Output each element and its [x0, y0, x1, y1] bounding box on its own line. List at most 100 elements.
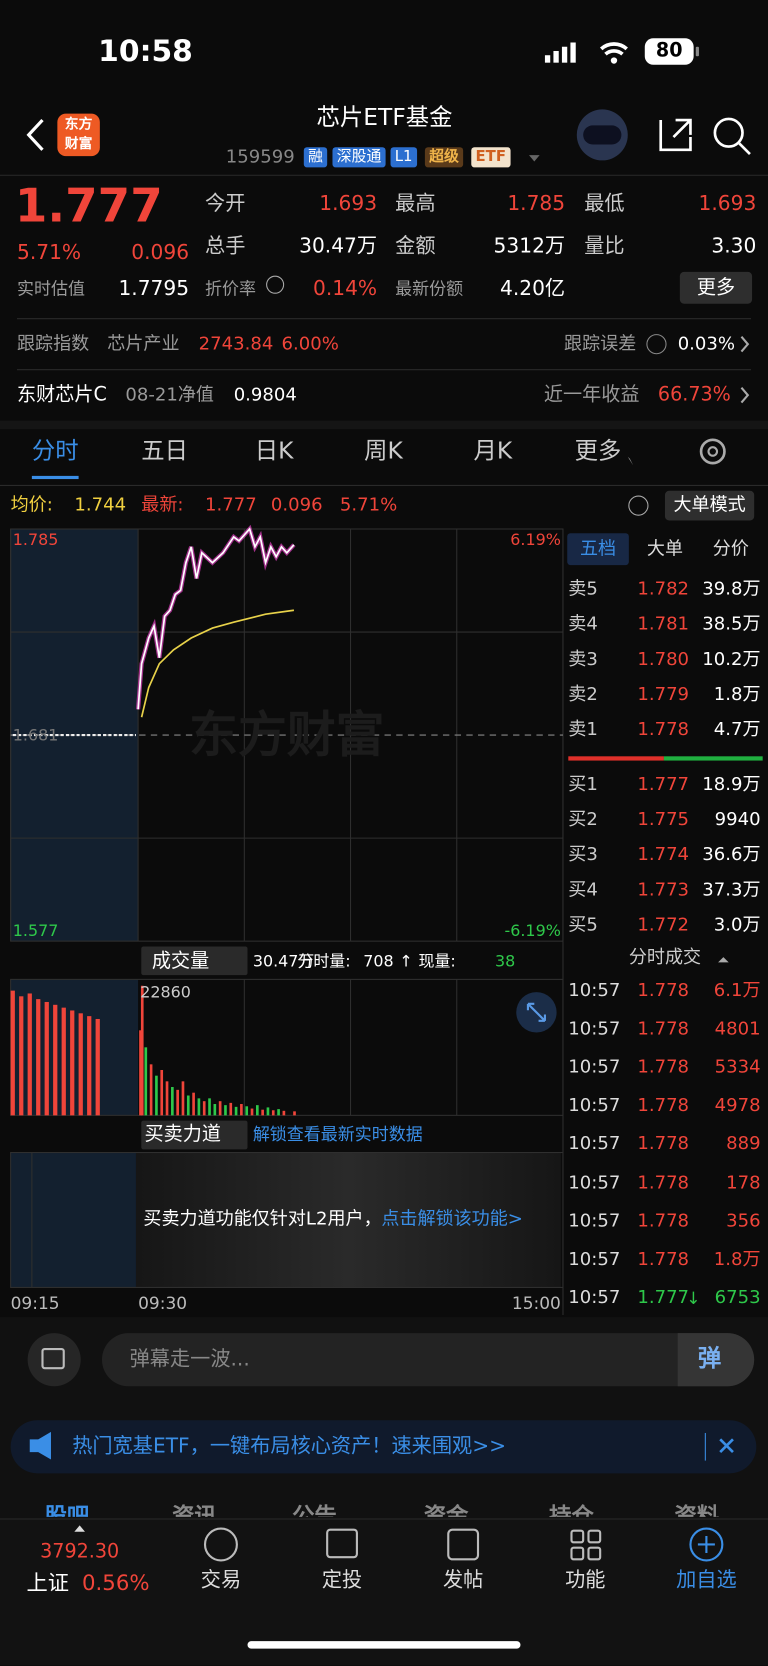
trade-time: 10:57: [568, 1287, 621, 1309]
add-icon[interactable]: [689, 1527, 724, 1562]
function-icon[interactable]: [570, 1529, 602, 1561]
orderbook-tab[interactable]: 分价: [712, 538, 749, 560]
level-label: 卖4: [568, 613, 598, 636]
price: 1.777: [14, 179, 163, 234]
level-label: 卖3: [568, 648, 598, 671]
level-label: 买2: [568, 809, 598, 831]
strength-select-label[interactable]: 买卖力道: [144, 1123, 221, 1146]
level-volume: 4.7万: [713, 718, 761, 741]
mode-button[interactable]: [664, 490, 755, 521]
more-button-label[interactable]: 更多: [696, 276, 736, 299]
volume-bar: [213, 1104, 217, 1116]
tab[interactable]: 分时: [31, 438, 79, 466]
post-icon[interactable]: [447, 1528, 480, 1561]
subtab[interactable]: 持仓: [549, 1503, 594, 1529]
help-icon[interactable]: [628, 495, 649, 516]
auction-shade: [10, 1152, 136, 1288]
trade-time: 10:57: [568, 1210, 621, 1232]
share-icon[interactable]: [659, 118, 692, 152]
comment-placeholder[interactable]: 弹幕走一波...: [129, 1347, 250, 1371]
trade-price: 1.778: [637, 1248, 690, 1270]
comment-input[interactable]: [101, 1333, 755, 1387]
auction-volume-bar: [78, 1013, 83, 1116]
level-label: 买1: [568, 774, 598, 796]
chevron[interactable]: [740, 336, 750, 353]
tab[interactable]: 更多: [574, 438, 622, 466]
banner[interactable]: [10, 1420, 757, 1474]
title: 芯片ETF基金: [316, 104, 453, 132]
tab[interactable]: 五日: [141, 438, 189, 466]
volume-select[interactable]: [141, 946, 248, 976]
nav-item[interactable]: 功能: [565, 1568, 606, 1592]
danmaku-toggle[interactable]: [27, 1333, 81, 1387]
search-icon[interactable]: [713, 117, 744, 148]
trade-volume: 356: [726, 1210, 761, 1232]
orderbook-tab-active[interactable]: [567, 533, 629, 566]
nav-item[interactable]: 加自选: [676, 1568, 737, 1592]
volume-bar: [149, 1064, 153, 1116]
sort-icon[interactable]: [718, 957, 729, 963]
home-indicator: [247, 1641, 521, 1649]
info-icon[interactable]: [266, 275, 285, 294]
trade-price: 1.778: [637, 980, 690, 1002]
locked-panel[interactable]: [135, 1152, 561, 1288]
tag: 深股通: [332, 147, 386, 168]
trade-icon[interactable]: [203, 1527, 238, 1562]
more-button[interactable]: [679, 271, 753, 304]
subtab[interactable]: 资料: [674, 1503, 720, 1529]
stat-value: 1.693: [698, 191, 757, 216]
mode-label[interactable]: 大单模式: [673, 494, 746, 517]
nav-item[interactable]: 定投: [321, 1568, 363, 1592]
volume-bar: [271, 1110, 275, 1116]
tab[interactable]: 日K: [254, 438, 294, 466]
send-label[interactable]: 弹: [697, 1345, 722, 1373]
volume-bar: [250, 1108, 254, 1116]
chevron[interactable]: [740, 387, 750, 404]
subtab[interactable]: 公告: [292, 1503, 337, 1529]
nav-item[interactable]: 交易: [200, 1568, 242, 1592]
trade-volume: 889: [726, 1133, 761, 1155]
volume-bar: [245, 1106, 249, 1116]
back-icon[interactable]: [26, 118, 44, 151]
volume-bar: [266, 1107, 270, 1116]
trade-volume: 6.1万: [713, 980, 761, 1002]
unlock-link[interactable]: 解锁查看最新实时数据: [252, 1124, 423, 1145]
volume-select-label[interactable]: 成交量: [151, 949, 210, 973]
unlock-action[interactable]: 点击解锁该功能>: [381, 1208, 523, 1230]
trade-time: 10:57: [568, 1248, 621, 1270]
level-price: 1.777: [637, 774, 690, 796]
stat-value: 5312万: [493, 234, 566, 258]
level-price: 1.780: [637, 648, 690, 671]
subtab[interactable]: 股吧: [44, 1503, 90, 1529]
stat-label: 最新份额: [395, 278, 464, 299]
logo-text: 东方: [64, 117, 93, 133]
strength-select[interactable]: [141, 1120, 248, 1150]
invest-icon[interactable]: [326, 1528, 358, 1559]
level-volume: 9940: [714, 809, 761, 831]
dropdown-icon[interactable]: [528, 155, 540, 162]
close-icon[interactable]: [719, 1438, 734, 1454]
stat-value: 0.14%: [312, 276, 378, 301]
orderbook-tab[interactable]: 五档: [579, 538, 617, 560]
tab[interactable]: 周K: [364, 438, 403, 466]
level-volume: 38.5万: [702, 613, 761, 636]
help-icon[interactable]: [646, 334, 667, 355]
wifi-icon: [599, 42, 628, 56]
volume-bar: [234, 1106, 238, 1116]
avatar-face: [583, 125, 622, 145]
subtab[interactable]: 资金: [423, 1503, 469, 1529]
tab[interactable]: 月K: [473, 438, 513, 466]
volume-bar: [261, 1109, 264, 1116]
orderbook-tab[interactable]: 大单: [646, 538, 684, 560]
subtab[interactable]: 资讯: [172, 1503, 217, 1529]
banner-text[interactable]: 热门宽基ETF，一键布局核心资产！速来围观>>: [72, 1434, 507, 1459]
settings-icon[interactable]: [699, 438, 726, 465]
avg-value: 1.744: [74, 494, 127, 517]
volume-bar: [218, 1101, 222, 1116]
nav-item[interactable]: 发帖: [442, 1568, 484, 1592]
change-pct: 5.71%: [16, 240, 82, 265]
level-label: 卖2: [568, 683, 598, 706]
trade-arrow: ↓: [686, 1287, 701, 1308]
volume-bar: [282, 1110, 286, 1116]
send-button[interactable]: [677, 1333, 755, 1387]
